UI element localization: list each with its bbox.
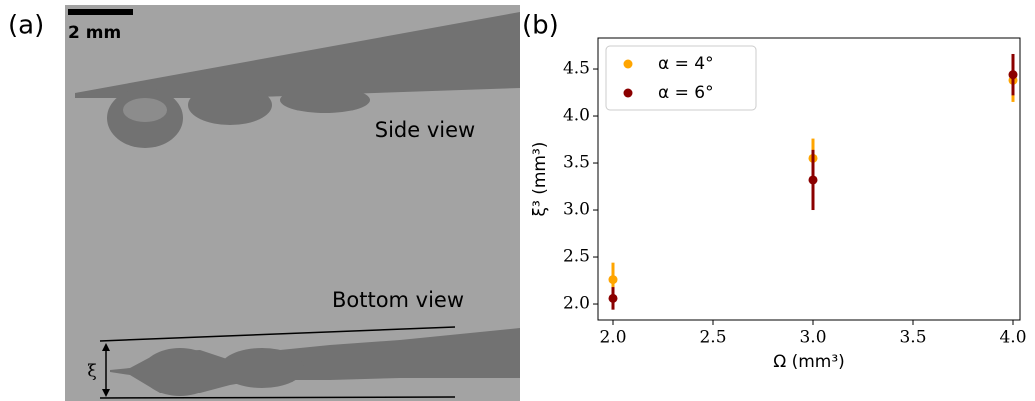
plot-frame xyxy=(597,37,1021,321)
legend-label: α = 6° xyxy=(658,83,714,103)
droplet-highlight xyxy=(123,98,167,122)
x-tick-label: 3.5 xyxy=(899,328,926,348)
point xyxy=(1008,70,1018,80)
scale-label: 2 mm xyxy=(68,23,121,43)
point xyxy=(608,275,618,285)
bottom-droplet xyxy=(142,348,218,396)
legend-box xyxy=(605,45,757,111)
side-filament xyxy=(75,12,520,98)
point xyxy=(808,175,818,185)
y-tick-label: 2.5 xyxy=(563,247,590,267)
x-axis-label: Ω (mm³) xyxy=(773,352,845,372)
view-label: Bottom view xyxy=(332,288,464,312)
x-tick-label: 2.5 xyxy=(699,328,726,348)
y-tick-label: 2.0 xyxy=(563,294,590,314)
y-axis-label: ξ³ (mm³) xyxy=(530,142,550,217)
arrow-head xyxy=(102,343,110,351)
guide-line xyxy=(99,326,456,342)
arrow-head xyxy=(102,389,110,397)
scale-bar xyxy=(68,9,133,15)
panel-label: (a) xyxy=(8,11,44,41)
x-tick-label: 2.0 xyxy=(599,328,626,348)
bottom-droplet xyxy=(220,348,304,388)
view-label: Side view xyxy=(375,118,475,142)
plot: 2.0 2.5 3.0 3.5 4.0 2.0 2.5 3.0 3.5 4.0 4.5 Ω (mm³)… xyxy=(530,37,1027,372)
y-tick-label: 3.5 xyxy=(563,153,590,173)
y-tick-label: 3.0 xyxy=(563,200,590,220)
x-tick-label: 4.0 xyxy=(999,328,1026,348)
legend-marker xyxy=(623,88,633,98)
width-symbol: ξ xyxy=(87,362,96,382)
legend-marker xyxy=(623,59,633,69)
droplet xyxy=(188,85,272,125)
y-tick-label: 4.0 xyxy=(563,106,590,126)
point xyxy=(608,293,618,303)
x-tick-label: 3.0 xyxy=(799,328,826,348)
droplet xyxy=(280,87,370,113)
panel-label: (b) xyxy=(522,11,559,41)
y-tick-label: 4.5 xyxy=(563,59,590,79)
guide-line xyxy=(99,396,456,399)
legend-label: α = 4° xyxy=(658,54,714,74)
